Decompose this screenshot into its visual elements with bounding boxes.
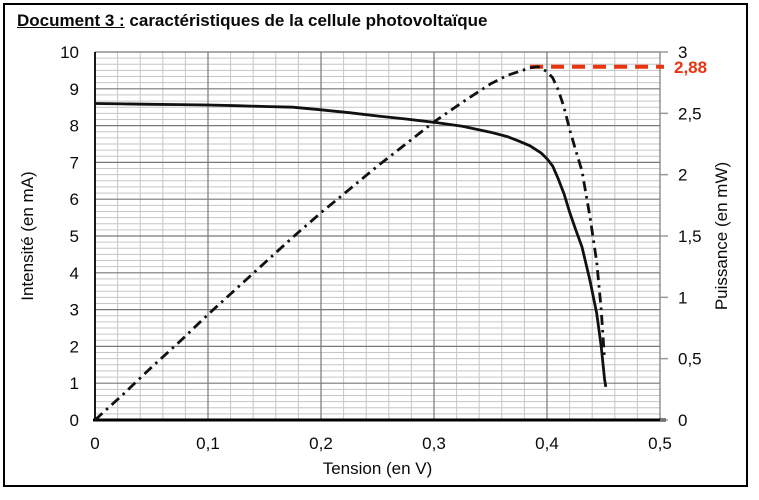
document-frame: Document 3 : caractéristiques de la cell…: [3, 3, 748, 487]
x-tick-label: 0,3: [422, 434, 446, 453]
x-tick-label: 0: [90, 434, 99, 453]
intensite-curve: [94, 102, 608, 388]
y-left-tick-label: 9: [70, 80, 79, 99]
y-left-tick-label: 10: [60, 43, 79, 62]
y-right-tick-label: 0,5: [678, 350, 702, 369]
y-right-tick-label: 1,5: [678, 227, 702, 246]
y-left-tick-label: 8: [70, 117, 79, 136]
y-left-tick-label: 7: [70, 153, 79, 172]
y-right-tick-label: 3: [678, 43, 687, 62]
y-right-tick-label: 0: [678, 411, 687, 430]
y-left-tick-label: 2: [70, 337, 79, 356]
y-right-tick-label: 2: [678, 166, 687, 185]
y-left-tick-label: 0: [70, 411, 79, 430]
y-right-axis-title: Puissance (en mW): [712, 162, 731, 310]
x-tick-label: 0,1: [196, 434, 220, 453]
y-left-tick-label: 3: [70, 301, 79, 320]
y-left-tick-label: 5: [70, 227, 79, 246]
y-left-axis-title: Intensité (en mA): [18, 171, 37, 300]
y-left-tick-label: 1: [70, 374, 79, 393]
x-axis-title: Tension (en V): [323, 459, 433, 478]
puissance-curve: [94, 65, 606, 422]
title-label: Document 3 :: [17, 11, 125, 30]
y-left-tick-label: 4: [70, 264, 79, 283]
y-right-tick-label: 2,5: [678, 104, 702, 123]
x-tick-label: 0,4: [535, 434, 559, 453]
x-tick-label: 0,5: [648, 434, 672, 453]
document-title: Document 3 : caractéristiques de la cell…: [17, 11, 487, 31]
y-right-tick-label: 1: [678, 288, 687, 307]
max-power-label: 2,88: [674, 58, 707, 77]
title-text: caractéristiques de la cellule photovolt…: [124, 11, 488, 30]
y-left-tick-label: 6: [70, 190, 79, 209]
x-tick-label: 0,2: [309, 434, 333, 453]
